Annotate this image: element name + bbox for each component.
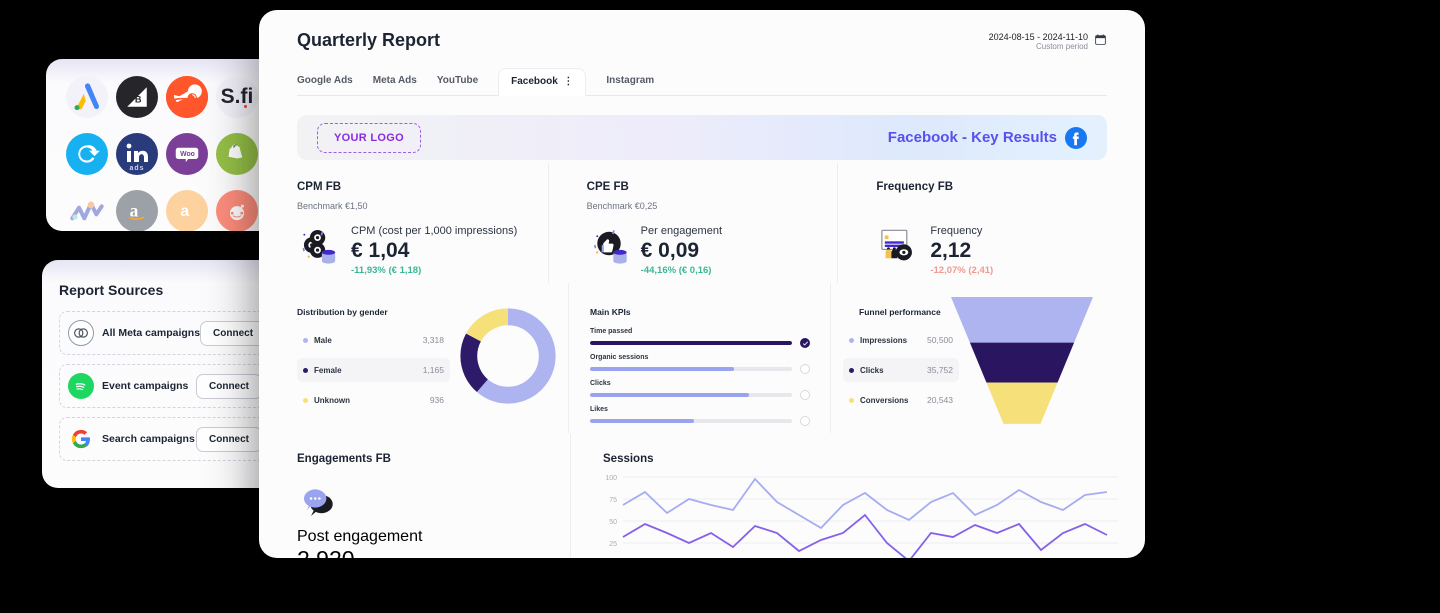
svg-text:75: 75 (609, 497, 617, 504)
svg-text:B: B (135, 94, 142, 104)
svg-text:Woo: Woo (180, 151, 195, 158)
svg-text:25: 25 (609, 541, 617, 548)
svg-text:50: 50 (609, 519, 617, 526)
svg-text:100: 100 (605, 475, 617, 482)
svg-text:a: a (180, 203, 189, 220)
